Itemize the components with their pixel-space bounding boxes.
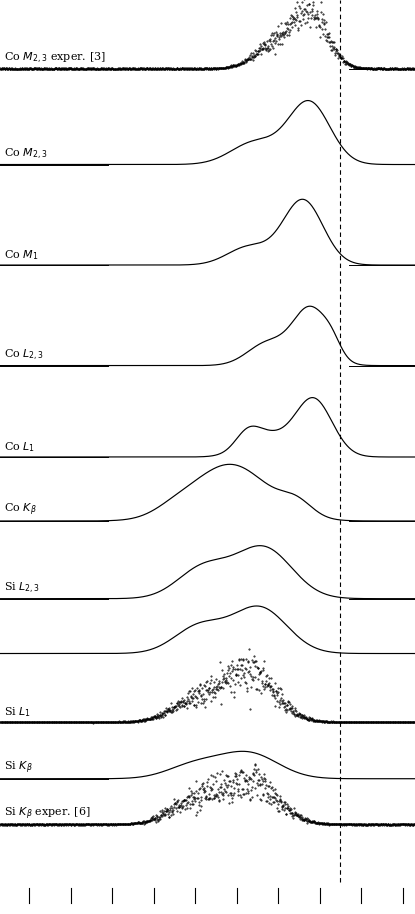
Text: Si $L_1$: Si $L_1$ <box>4 706 31 719</box>
Text: Co $L_1$: Co $L_1$ <box>4 441 35 454</box>
Text: Si $K_{\beta}$ exper. [6]: Si $K_{\beta}$ exper. [6] <box>4 805 91 822</box>
Text: Co $M_{2,3}$ exper. [3]: Co $M_{2,3}$ exper. [3] <box>4 50 106 66</box>
Text: Co $M_1$: Co $M_1$ <box>4 249 39 262</box>
Text: Co $K_{\beta}$: Co $K_{\beta}$ <box>4 502 37 518</box>
Text: Co $M_{2,3}$: Co $M_{2,3}$ <box>4 146 48 162</box>
Text: Si $K_{\beta}$: Si $K_{\beta}$ <box>4 760 33 776</box>
Text: Co $L_{2,3}$: Co $L_{2,3}$ <box>4 347 44 363</box>
Text: Si $L_{2,3}$: Si $L_{2,3}$ <box>4 580 40 596</box>
